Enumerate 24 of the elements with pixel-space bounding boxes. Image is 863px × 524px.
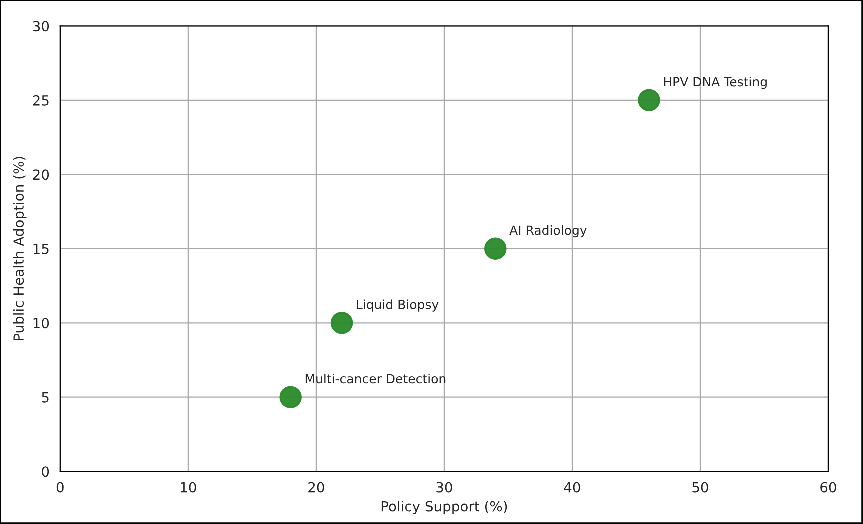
y-tick-label: 5	[42, 392, 49, 403]
y-tick-label: 20	[33, 170, 50, 180]
annotation: HPV DNA Testing	[664, 77, 767, 90]
x-tick-label: 30	[436, 482, 452, 493]
x-tick-label: 0	[56, 482, 64, 493]
x-tick-label: 20	[308, 482, 324, 493]
x-axis-title: Policy Support (%)	[382, 501, 508, 514]
y-tick-label: 10	[34, 318, 50, 329]
y-tick-label: 0	[42, 466, 50, 478]
annotation: Liquid Biopsy	[357, 300, 439, 312]
x-tick-label: 10	[181, 482, 196, 493]
annotation: AI Radiology	[510, 226, 587, 238]
point	[330, 312, 354, 334]
y-tick-label: 15	[34, 244, 49, 254]
x-tick-label: 40	[564, 482, 580, 493]
point	[280, 386, 302, 408]
x-tick-label: 60	[820, 482, 836, 493]
x-tick-label: 50	[692, 482, 708, 493]
y-tick-label: 30	[33, 21, 50, 32]
annotation: Multi-cancer Detection	[306, 374, 446, 384]
point	[484, 238, 507, 260]
y-axis-title: Public Health Adoption (%)	[13, 157, 27, 341]
y-tick-label: 25	[33, 95, 49, 106]
point	[638, 89, 660, 112]
